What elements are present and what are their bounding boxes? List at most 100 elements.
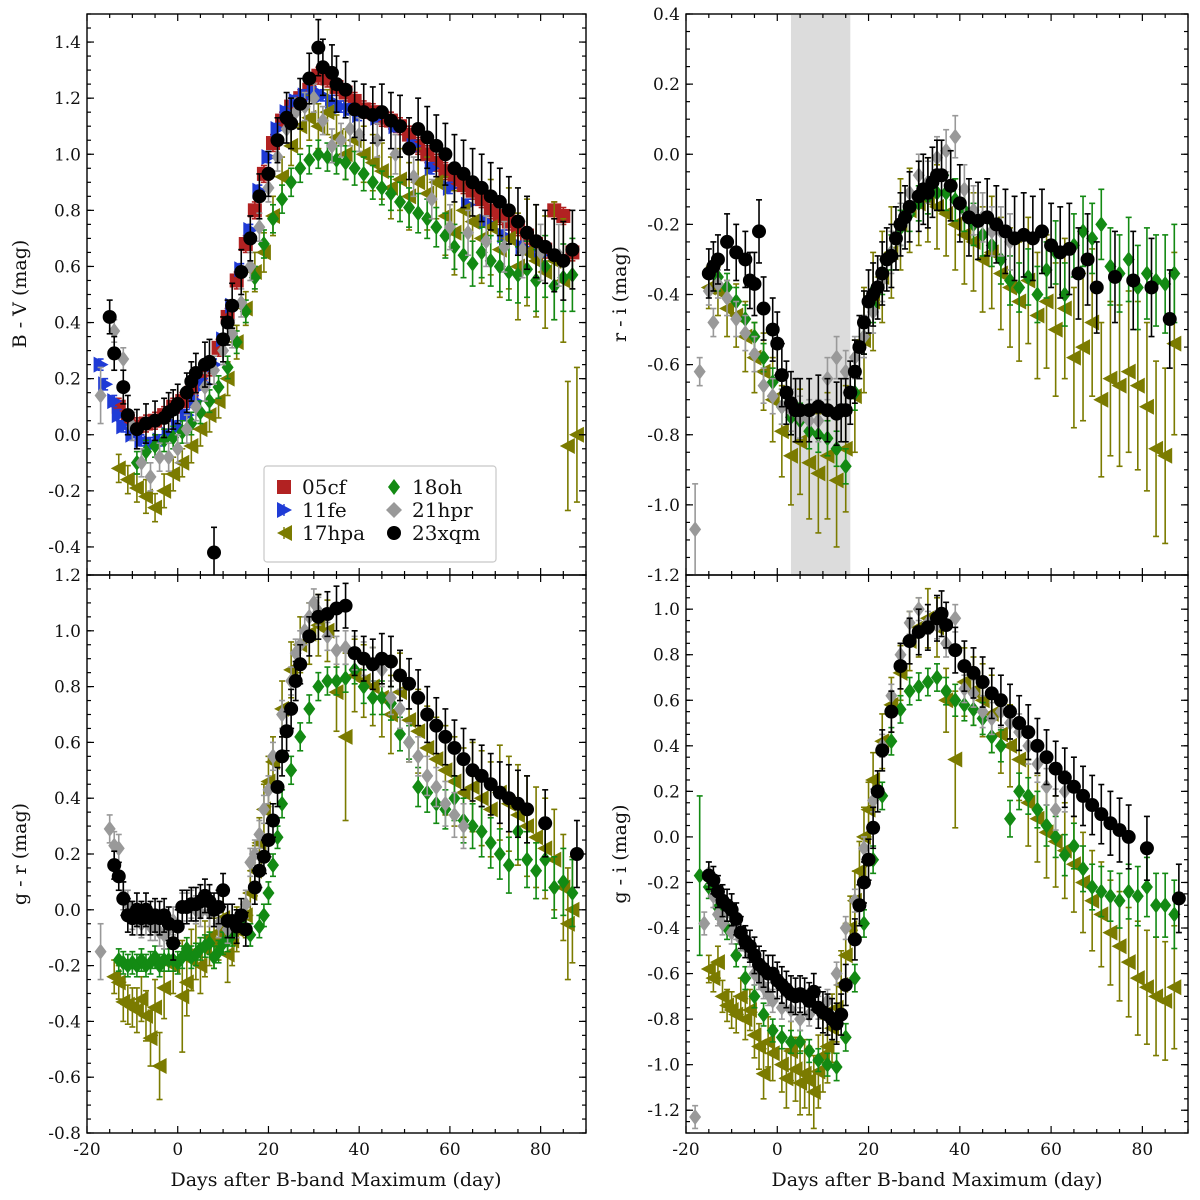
- data-point-23xqm: [311, 18, 326, 77]
- marker-23xqm: [920, 185, 935, 200]
- data-point-23xqm: [411, 669, 426, 727]
- marker-18oh: [994, 737, 1007, 754]
- marker-23xqm: [166, 936, 181, 951]
- marker-17hpa: [1166, 979, 1182, 996]
- y-tick-label: 0.0: [54, 426, 81, 446]
- data-point-18oh: [303, 694, 316, 724]
- data-point-18oh: [276, 789, 289, 819]
- marker-17hpa: [737, 1011, 753, 1028]
- marker-18oh: [203, 393, 216, 410]
- marker-21hpr: [189, 398, 202, 415]
- marker-21hpr: [180, 421, 193, 438]
- marker-18oh: [348, 160, 361, 177]
- data-point-21hpr: [94, 922, 107, 981]
- marker-23xqm: [752, 224, 767, 239]
- marker-17hpa: [938, 205, 954, 222]
- marker-17hpa: [410, 723, 426, 740]
- marker-23xqm: [265, 813, 280, 828]
- marker-23xqm: [216, 332, 231, 347]
- data-point-17hpa: [1102, 300, 1118, 457]
- marker-18oh: [167, 429, 180, 446]
- legend-item-23xqm: 23xqm: [387, 521, 481, 545]
- y-tick-label: 0.4: [653, 5, 680, 25]
- data-point-17hpa: [1138, 321, 1154, 492]
- data-point-18oh: [1067, 822, 1080, 870]
- marker-21hpr: [94, 943, 107, 960]
- marker-21hpr: [516, 241, 529, 258]
- data-point-23xqm: [293, 77, 308, 130]
- marker-17hpa: [392, 171, 408, 188]
- marker-23xqm: [393, 119, 408, 134]
- marker-21hpr: [407, 168, 420, 185]
- marker-23xqm: [270, 133, 285, 148]
- data-point-23xqm: [338, 60, 353, 119]
- marker-18oh: [294, 160, 307, 177]
- data-point-23xqm: [934, 139, 949, 212]
- data-point-18oh: [330, 145, 343, 175]
- marker-23xqm: [438, 147, 453, 162]
- marker-17hpa: [355, 146, 371, 163]
- marker-23xqm: [338, 82, 353, 97]
- data-point-23xqm: [120, 394, 135, 436]
- y-tick-label: 0.4: [54, 314, 81, 334]
- legend-item-11fe: 11fe: [277, 498, 347, 522]
- data-point-23xqm: [338, 582, 353, 629]
- data-point-18oh: [748, 984, 761, 1009]
- marker-18oh: [303, 700, 316, 717]
- marker-17hpa: [764, 1045, 780, 1062]
- marker-23xqm: [302, 629, 317, 644]
- marker-21hpr: [457, 818, 470, 835]
- marker-17hpa: [192, 421, 208, 438]
- data-point-11fe: [98, 376, 114, 393]
- data-point-17hpa: [792, 1050, 808, 1116]
- data-point-18oh: [803, 1038, 816, 1064]
- marker-18oh: [330, 673, 343, 690]
- legend-item-21hpr: 21hpr: [386, 498, 473, 522]
- marker-17hpa: [792, 1074, 808, 1091]
- marker-21hpr: [144, 468, 157, 485]
- marker-18oh: [1077, 860, 1090, 877]
- data-point-21hpr: [721, 279, 734, 317]
- marker-23xqm: [107, 346, 122, 361]
- marker-23xqm: [1034, 224, 1049, 239]
- marker-23xqm: [779, 385, 794, 400]
- marker-23xqm: [483, 777, 498, 792]
- marker-18oh: [812, 1052, 825, 1069]
- marker-23xqm: [538, 816, 553, 831]
- data-point-17hpa: [128, 473, 144, 503]
- data-point-23xqm: [1162, 269, 1177, 369]
- panel-ri-ticks: -1.2 -1.0 -0.8 -0.6 -0.4 -0.2 0.0 0.2 0.4: [647, 5, 1189, 586]
- data-point-23xqm: [393, 94, 408, 158]
- marker-21hpr: [480, 233, 493, 250]
- data-point-21hpr: [171, 433, 184, 464]
- marker-17hpa: [455, 784, 471, 801]
- legend-marker-05cf: [277, 480, 291, 494]
- panel-gi-marks: [689, 587, 1186, 1130]
- data-point-21hpr: [389, 133, 402, 175]
- data-point-23xqm: [556, 220, 571, 301]
- data-point-23xqm: [483, 752, 498, 816]
- data-point-23xqm: [420, 685, 435, 744]
- legend-label-17hpa: 17hpa: [302, 521, 365, 545]
- marker-18oh: [466, 818, 479, 835]
- marker-18oh: [257, 907, 270, 924]
- marker-18oh: [253, 918, 266, 935]
- data-point-23xqm: [1089, 241, 1104, 334]
- marker-18oh: [839, 458, 852, 475]
- marker-17hpa: [1111, 938, 1127, 955]
- data-point-17hpa: [1148, 360, 1164, 538]
- marker-23xqm: [170, 396, 185, 411]
- marker-21hpr: [739, 325, 752, 342]
- data-point-23xqm: [402, 116, 417, 181]
- legend-label-21hpr: 21hpr: [412, 498, 473, 522]
- y-tick-label: -1.2: [647, 566, 680, 586]
- marker-23xqm: [447, 740, 462, 755]
- marker-17hpa: [1120, 954, 1136, 971]
- data-point-18oh: [548, 855, 561, 919]
- data-point-23xqm: [952, 163, 967, 243]
- data-point-18oh: [940, 676, 953, 706]
- marker-23xqm: [420, 707, 435, 722]
- legend-label-18oh: 18oh: [412, 475, 462, 499]
- data-point-17hpa: [1157, 940, 1173, 1061]
- series-23xqm: [701, 139, 1177, 447]
